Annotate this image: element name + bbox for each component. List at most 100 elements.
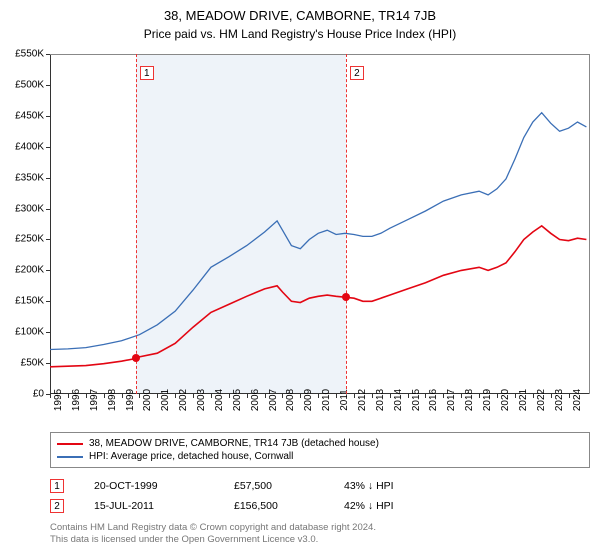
y-axis-label: £450K [15, 110, 44, 121]
y-axis-label: £400K [15, 141, 44, 152]
x-tick [300, 394, 301, 398]
y-axis-label: £100K [15, 327, 44, 338]
page-title: 38, MEADOW DRIVE, CAMBORNE, TR14 7JB [0, 0, 600, 23]
x-tick [515, 394, 516, 398]
x-tick [265, 394, 266, 398]
x-axis-label: 2010 [321, 389, 332, 411]
x-axis-label: 2014 [393, 389, 404, 411]
x-axis-label: 2008 [285, 389, 296, 411]
x-axis-label: 2021 [518, 389, 529, 411]
legend-swatch-property [57, 443, 83, 445]
x-axis-label: 1996 [71, 389, 82, 411]
y-tick [46, 209, 50, 210]
x-tick [211, 394, 212, 398]
x-axis-label: 2019 [482, 389, 493, 411]
x-tick [68, 394, 69, 398]
x-tick [229, 394, 230, 398]
x-tick [408, 394, 409, 398]
footer-text: Contains HM Land Registry data © Crown c… [50, 522, 590, 547]
sale-date: 20-OCT-1999 [94, 480, 204, 492]
marker-box: 1 [140, 66, 154, 80]
chart-svg [50, 54, 590, 394]
footer-line-1: Contains HM Land Registry data © Crown c… [50, 522, 590, 534]
y-tick [46, 147, 50, 148]
chart-container: 38, MEADOW DRIVE, CAMBORNE, TR14 7JB Pri… [0, 0, 600, 560]
y-axis-label: £150K [15, 296, 44, 307]
y-tick [46, 116, 50, 117]
x-tick [425, 394, 426, 398]
marker-box: 2 [350, 66, 364, 80]
x-tick [193, 394, 194, 398]
sale-row: 2 15-JUL-2011 £156,500 42% ↓ HPI [50, 496, 590, 516]
x-axis-label: 2016 [428, 389, 439, 411]
x-tick [175, 394, 176, 398]
y-axis-label: £550K [15, 49, 44, 60]
sales-table: 120-OCT-1999£57,50043% ↓ HPI215-JUL-2011… [50, 476, 590, 516]
sale-hpi: 42% ↓ HPI [344, 500, 424, 512]
x-axis-label: 2005 [232, 389, 243, 411]
sale-price: £57,500 [234, 480, 314, 492]
x-axis-label: 2003 [196, 389, 207, 411]
y-axis-label: £0 [33, 389, 44, 400]
y-axis-label: £300K [15, 203, 44, 214]
x-axis-label: 1999 [125, 389, 136, 411]
x-axis-label: 2012 [357, 389, 368, 411]
footer-line-2: This data is licensed under the Open Gov… [50, 534, 590, 546]
y-tick [46, 178, 50, 179]
x-axis-label: 2020 [500, 389, 511, 411]
x-tick [354, 394, 355, 398]
sale-price: £156,500 [234, 500, 314, 512]
page-subtitle: Price paid vs. HM Land Registry's House … [0, 23, 600, 41]
marker-line [136, 54, 137, 394]
y-axis-label: £250K [15, 234, 44, 245]
y-tick [46, 85, 50, 86]
x-axis-label: 1995 [53, 389, 64, 411]
x-axis-label: 2018 [464, 389, 475, 411]
x-tick [318, 394, 319, 398]
x-axis-label: 1998 [107, 389, 118, 411]
x-axis-label: 2015 [411, 389, 422, 411]
x-tick [157, 394, 158, 398]
x-axis-label: 1997 [89, 389, 100, 411]
x-axis-label: 2001 [160, 389, 171, 411]
y-tick [46, 332, 50, 333]
y-axis-label: £200K [15, 265, 44, 276]
y-tick [46, 363, 50, 364]
x-tick [372, 394, 373, 398]
legend-row-hpi: HPI: Average price, detached house, Corn… [57, 450, 583, 463]
sale-num-box: 2 [50, 499, 64, 513]
x-tick [461, 394, 462, 398]
legend-row-property: 38, MEADOW DRIVE, CAMBORNE, TR14 7JB (de… [57, 437, 583, 450]
x-tick [247, 394, 248, 398]
y-axis-label: £350K [15, 172, 44, 183]
x-tick [479, 394, 480, 398]
y-tick [46, 270, 50, 271]
y-tick [46, 239, 50, 240]
x-tick [533, 394, 534, 398]
marker-line [346, 54, 347, 394]
series-line-hpi [50, 113, 586, 350]
x-tick [104, 394, 105, 398]
x-tick [50, 394, 51, 398]
legend-label-property: 38, MEADOW DRIVE, CAMBORNE, TR14 7JB (de… [89, 438, 379, 449]
x-tick [497, 394, 498, 398]
x-tick [551, 394, 552, 398]
x-tick [569, 394, 570, 398]
x-tick [282, 394, 283, 398]
x-axis-label: 2022 [536, 389, 547, 411]
x-axis-label: 2024 [572, 389, 583, 411]
series-line-property [50, 226, 586, 367]
legend-box: 38, MEADOW DRIVE, CAMBORNE, TR14 7JB (de… [50, 432, 590, 468]
x-axis-label: 2017 [446, 389, 457, 411]
x-axis-label: 2013 [375, 389, 386, 411]
legend-swatch-hpi [57, 456, 83, 458]
x-axis-label: 2023 [554, 389, 565, 411]
x-axis-label: 2000 [142, 389, 153, 411]
x-tick [139, 394, 140, 398]
y-axis-label: £500K [15, 79, 44, 90]
y-tick [46, 301, 50, 302]
x-tick [336, 394, 337, 398]
x-axis-label: 2009 [303, 389, 314, 411]
x-tick [122, 394, 123, 398]
sale-date: 15-JUL-2011 [94, 500, 204, 512]
